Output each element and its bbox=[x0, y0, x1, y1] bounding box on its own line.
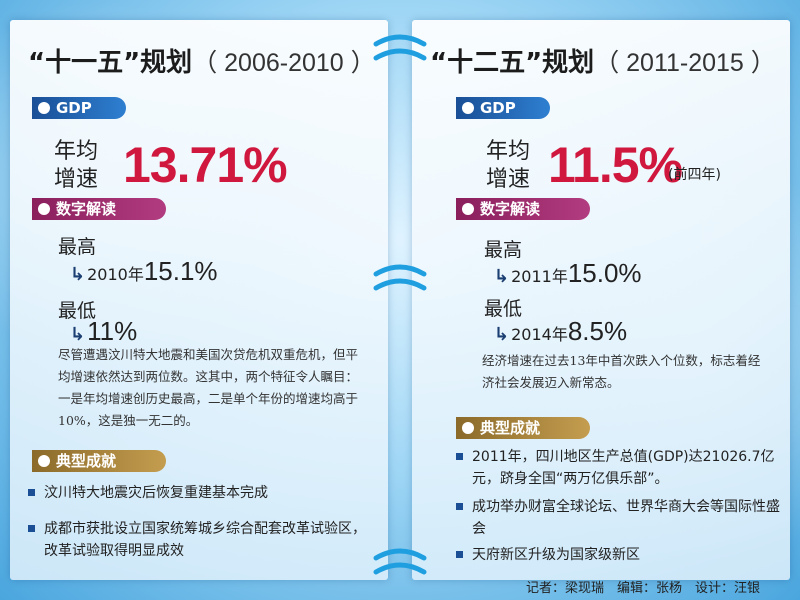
highest-value: 15.0% bbox=[567, 258, 642, 288]
description: 经济增速在过去13年中首次跌入个位数，标志着经济社会发展迈入新常态。 bbox=[482, 353, 761, 390]
lowest-value: 8.5% bbox=[567, 316, 628, 346]
turn-arrow-icon: ↳ bbox=[494, 324, 510, 345]
square-bullet-icon bbox=[456, 503, 463, 510]
turn-arrow-icon: ↳ bbox=[70, 264, 86, 285]
highest-value: 15.1% bbox=[143, 256, 218, 286]
square-bullet-icon bbox=[456, 551, 463, 558]
bullet-icon bbox=[462, 422, 474, 434]
lowest-label: 最低 bbox=[484, 298, 523, 320]
square-bullet-icon bbox=[456, 453, 463, 460]
achievement-item: 2011年，四川地区生产总值(GDP)达21026.7亿元，跻身全国“两万亿俱乐… bbox=[456, 446, 792, 490]
achievement-item: 天府新区升级为国家级新区 bbox=[456, 544, 792, 566]
lowest-row: ↳11% bbox=[70, 316, 137, 347]
gdp-label: 年均增速 bbox=[54, 139, 99, 192]
square-bullet-icon bbox=[28, 525, 35, 532]
bullet-icon bbox=[38, 455, 50, 467]
gdp-note: (前四年) bbox=[668, 167, 721, 183]
digits-section-tag: 数字解读 bbox=[32, 198, 166, 220]
bullet-icon bbox=[38, 102, 50, 114]
highest-label: 最高 bbox=[58, 236, 97, 258]
bullet-icon bbox=[462, 203, 474, 215]
highest-label: 最高 bbox=[484, 239, 523, 261]
turn-arrow-icon: ↳ bbox=[70, 324, 86, 345]
plan-name: “十一五”规划 bbox=[28, 48, 193, 78]
square-bullet-icon bbox=[28, 489, 35, 496]
gdp-section-tag: GDP bbox=[456, 97, 550, 119]
lowest-year: 2014年 bbox=[511, 325, 568, 344]
ring-connector-icon bbox=[373, 264, 427, 291]
plan-years: （ 2011-2015 ） bbox=[594, 49, 776, 77]
ring-connector-icon bbox=[373, 548, 427, 575]
highest-year: 2010年 bbox=[87, 265, 144, 284]
turn-arrow-icon: ↳ bbox=[494, 266, 510, 287]
panel-twelfth-five-year-plan: “十二五”规划（ 2011-2015 ） GDP 年均增速 11.5% (前四年… bbox=[412, 20, 790, 580]
highest-year: 2011年 bbox=[511, 267, 568, 286]
highest-row: ↳ 2011年15.0% bbox=[494, 258, 642, 289]
achievement-item: 成功举办财富全球论坛、世界华商大会等国际性盛会 bbox=[456, 496, 792, 540]
achievements-section-tag: 典型成就 bbox=[32, 450, 166, 472]
achievement-item: 汶川特大地震灾后恢复重建基本完成 bbox=[28, 482, 364, 504]
gdp-value: 13.71% bbox=[123, 137, 288, 193]
lowest-row: ↳ 2014年8.5% bbox=[494, 316, 627, 347]
gdp-value: 11.5% bbox=[548, 137, 683, 193]
ring-connector-icon bbox=[373, 34, 427, 61]
bullet-icon bbox=[38, 203, 50, 215]
gdp-section-tag: GDP bbox=[32, 97, 126, 119]
panel-eleventh-five-year-plan: “十一五”规划（ 2006-2010 ） GDP 年均增速 13.71% 数字解… bbox=[10, 20, 388, 580]
lowest-value: 11% bbox=[87, 316, 138, 346]
bullet-icon bbox=[462, 102, 474, 114]
achievement-item: 成都市获批设立国家统筹城乡综合配套改革试验区，改革试验取得明显成效 bbox=[28, 518, 374, 562]
gdp-label: 年均增速 bbox=[486, 139, 531, 192]
credits: 记者：梁现瑞 编辑：张杨 设计：汪银 bbox=[525, 581, 760, 596]
panel-title: “十二五”规划（ 2011-2015 ） bbox=[412, 42, 790, 79]
plan-name: “十二五”规划 bbox=[430, 48, 595, 78]
lowest-label: 最低 bbox=[58, 300, 97, 322]
achievements-section-tag: 典型成就 bbox=[456, 417, 590, 439]
panel-title: “十一五”规划（ 2006-2010 ） bbox=[10, 42, 388, 79]
digits-section-tag: 数字解读 bbox=[456, 198, 590, 220]
highest-row: ↳ 2010年15.1% bbox=[70, 256, 218, 287]
description: 尽管遭遇汶川特大地震和美国次贷危机双重危机，但平均增速依然达到两位数。这其中，两… bbox=[58, 347, 359, 428]
plan-years: （ 2006-2010 ） bbox=[192, 49, 376, 77]
